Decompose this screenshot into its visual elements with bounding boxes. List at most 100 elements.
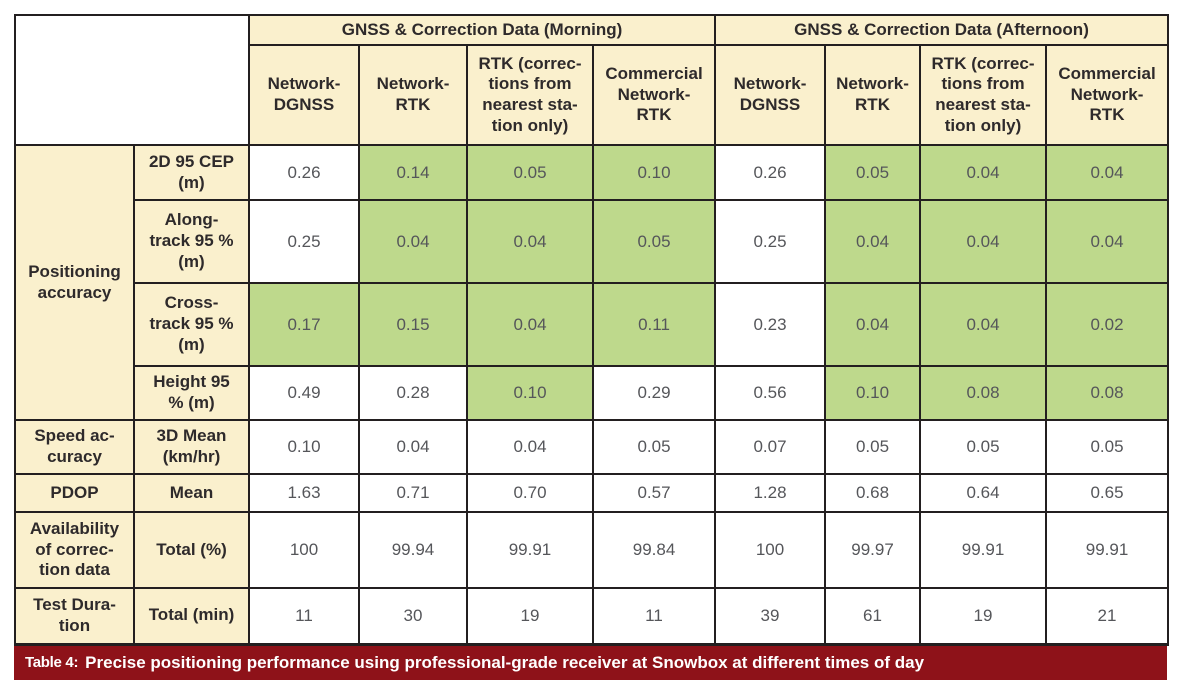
value-cell: 0.25: [714, 199, 827, 284]
column-header-afternoon-rtk-nearest-station: RTK (correc- tions from nearest sta- tio…: [919, 44, 1048, 146]
value-cell: 1.28: [714, 473, 827, 513]
value-cell: 0.04: [824, 199, 922, 284]
value-cell: 19: [466, 587, 594, 646]
value-cell: 0.10: [248, 419, 360, 475]
corner-spacer: [14, 14, 250, 146]
column-header-row: Network- DGNSS Network- RTK RTK (correc-…: [15, 44, 1170, 146]
table-row-height-95: Height 95 % (m) 0.49 0.28 0.10 0.29 0.56…: [15, 365, 1170, 421]
value-cell: 0.10: [466, 365, 594, 421]
row-group-pdop: PDOP: [14, 473, 135, 513]
column-header-morning-network-rtk: Network- RTK: [358, 44, 468, 146]
metric-label: Mean: [133, 473, 250, 513]
value-cell: 21: [1045, 587, 1170, 646]
value-cell: 0.04: [919, 144, 1048, 201]
value-cell: 99.91: [1045, 511, 1170, 589]
value-cell: 0.11: [591, 282, 717, 367]
value-cell: 99.94: [358, 511, 468, 589]
value-cell: 11: [591, 587, 717, 646]
value-cell: 100: [248, 511, 360, 589]
value-cell: 0.29: [591, 365, 717, 421]
table-caption-text: Precise positioning performance using pr…: [85, 652, 925, 672]
metric-label: Total (%): [133, 511, 250, 589]
metric-label: Along- track 95 % (m): [133, 199, 250, 284]
table-row-pdop-mean: PDOP Mean 1.63 0.71 0.70 0.57 1.28 0.68 …: [14, 473, 1170, 513]
metric-label: Height 95 % (m): [133, 365, 250, 421]
value-cell: 0.15: [358, 282, 468, 367]
table-row-along-track: Along- track 95 % (m) 0.25 0.04 0.04 0.0…: [15, 199, 1170, 284]
value-cell: 30: [358, 587, 468, 646]
value-cell: 0.04: [466, 199, 594, 284]
column-header-morning-rtk-nearest-station: RTK (correc- tions from nearest sta- tio…: [466, 44, 594, 146]
value-cell: 0.04: [358, 419, 468, 475]
value-cell: 0.04: [1045, 144, 1170, 201]
metric-label: 2D 95 CEP (m): [133, 144, 250, 201]
value-cell: 0.04: [358, 199, 468, 284]
value-cell: 0.05: [1045, 419, 1170, 475]
value-cell: 0.04: [919, 282, 1048, 367]
value-cell: 100: [714, 511, 827, 589]
value-cell: 0.05: [591, 199, 717, 284]
table-row-cross-track: Cross- track 95 % (m) 0.17 0.15 0.04 0.1…: [15, 282, 1170, 367]
value-cell: 0.14: [358, 144, 468, 201]
value-cell: 99.84: [591, 511, 717, 589]
value-cell: 39: [714, 587, 827, 646]
table-row-3d-mean-speed: Speed ac- curacy 3D Mean (km/hr) 0.10 0.…: [14, 419, 1170, 475]
value-cell: 0.07: [714, 419, 827, 475]
column-header-morning-commercial-network-rtk: Commercial Network- RTK: [591, 44, 717, 146]
value-cell: 0.02: [1045, 282, 1170, 367]
value-cell: 0.04: [466, 282, 594, 367]
table-caption-label: Table 4:: [25, 654, 79, 671]
value-cell: 0.04: [1045, 199, 1170, 284]
value-cell: 0.26: [248, 144, 360, 201]
metric-label: Total (min): [133, 587, 250, 646]
performance-table: GNSS & Correction Data (Morning) GNSS & …: [14, 14, 1170, 646]
value-cell: 0.56: [714, 365, 827, 421]
column-header-afternoon-network-dgnss: Network- DGNSS: [714, 44, 827, 146]
group-header-afternoon: GNSS & Correction Data (Afternoon): [714, 14, 1170, 46]
value-cell: 0.57: [591, 473, 717, 513]
group-header-morning: GNSS & Correction Data (Morning): [247, 14, 717, 46]
value-cell: 0.08: [919, 365, 1048, 421]
column-header-afternoon-commercial-network-rtk: Commercial Network- RTK: [1045, 44, 1170, 146]
metric-label: 3D Mean (km/hr): [133, 419, 250, 475]
value-cell: 0.17: [248, 282, 360, 367]
value-cell: 0.65: [1045, 473, 1170, 513]
value-cell: 99.91: [919, 511, 1048, 589]
table-wrapper: GNSS & Correction Data (Morning) GNSS & …: [14, 14, 1170, 680]
value-cell: 0.70: [466, 473, 594, 513]
value-cell: 0.10: [591, 144, 717, 201]
value-cell: 11: [248, 587, 360, 646]
row-group-speed-accuracy: Speed ac- curacy: [14, 419, 135, 475]
value-cell: 0.05: [591, 419, 717, 475]
value-cell: 0.05: [466, 144, 594, 201]
column-header-morning-network-dgnss: Network- DGNSS: [248, 44, 360, 146]
table-row-2d-95-cep: Positioning accuracy 2D 95 CEP (m) 0.26 …: [14, 144, 1170, 421]
value-cell: 0.08: [1045, 365, 1170, 421]
table-caption: Table 4: Precise positioning performance…: [14, 645, 1167, 680]
value-cell: 0.05: [919, 419, 1048, 475]
value-cell: 0.49: [248, 365, 360, 421]
value-cell: 0.26: [714, 144, 827, 201]
column-header-afternoon-network-rtk: Network- RTK: [824, 44, 922, 146]
value-cell: 19: [919, 587, 1048, 646]
value-cell: 0.64: [919, 473, 1048, 513]
value-cell: 1.63: [248, 473, 360, 513]
metric-label: Cross- track 95 % (m): [133, 282, 250, 367]
value-cell: 0.04: [824, 282, 922, 367]
value-cell: 0.05: [824, 419, 922, 475]
value-cell: 0.05: [824, 144, 922, 201]
table-row-test-duration: Test Dura- tion Total (min) 11 30 19 11 …: [14, 587, 1170, 646]
value-cell: 99.97: [824, 511, 922, 589]
value-cell: 0.04: [466, 419, 594, 475]
value-cell: 0.23: [714, 282, 827, 367]
value-cell: 0.10: [824, 365, 922, 421]
value-cell: 0.28: [358, 365, 468, 421]
row-group-positioning-accuracy: Positioning accuracy: [14, 144, 135, 421]
table-row-availability-total: Availability of correc- tion data Total …: [14, 511, 1170, 589]
group-header-row: GNSS & Correction Data (Morning) GNSS & …: [14, 14, 1170, 146]
row-group-availability: Availability of correc- tion data: [14, 511, 135, 589]
value-cell: 99.91: [466, 511, 594, 589]
value-cell: 0.04: [919, 199, 1048, 284]
value-cell: 61: [824, 587, 922, 646]
